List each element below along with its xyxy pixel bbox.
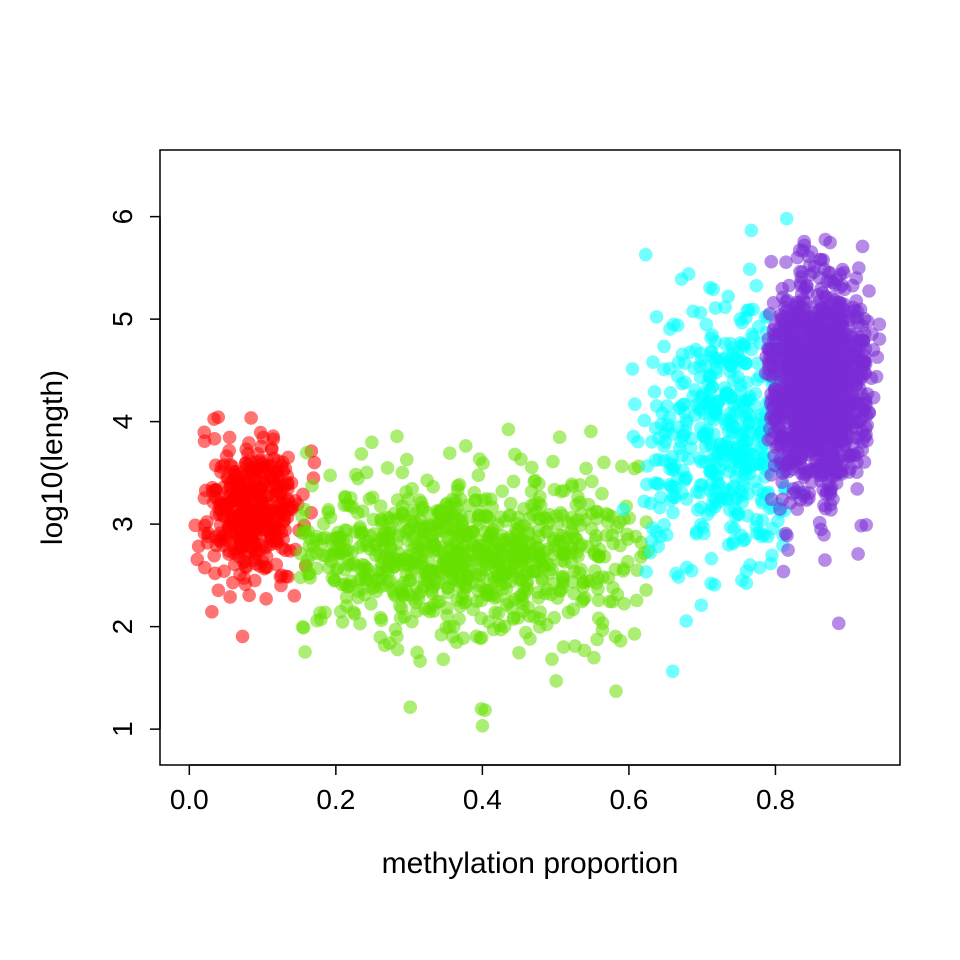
x-tick-label: 0.6 bbox=[609, 784, 648, 815]
scatter-chart: 0.0 0.2 0.4 0.6 0.8 1 2 3 4 5 6 methylation proport… bbox=[0, 0, 960, 960]
y-tick-label: 3 bbox=[107, 516, 138, 532]
y-tick-label: 6 bbox=[107, 209, 138, 225]
x-tick-label: 0.0 bbox=[170, 784, 209, 815]
y-axis-label: log10(length) bbox=[36, 370, 69, 545]
chart-svg: 0.0 0.2 0.4 0.6 0.8 1 2 3 4 5 6 methylation proport… bbox=[0, 0, 960, 960]
y-tick-label: 4 bbox=[107, 414, 138, 430]
x-tick-label: 0.8 bbox=[756, 784, 795, 815]
y-tick-label: 5 bbox=[107, 311, 138, 327]
x-tick-label: 0.2 bbox=[316, 784, 355, 815]
y-tick-label: 2 bbox=[107, 619, 138, 635]
x-tick-label: 0.4 bbox=[463, 784, 502, 815]
x-axis-label: methylation proportion bbox=[382, 847, 679, 880]
y-tick-label: 1 bbox=[107, 721, 138, 737]
